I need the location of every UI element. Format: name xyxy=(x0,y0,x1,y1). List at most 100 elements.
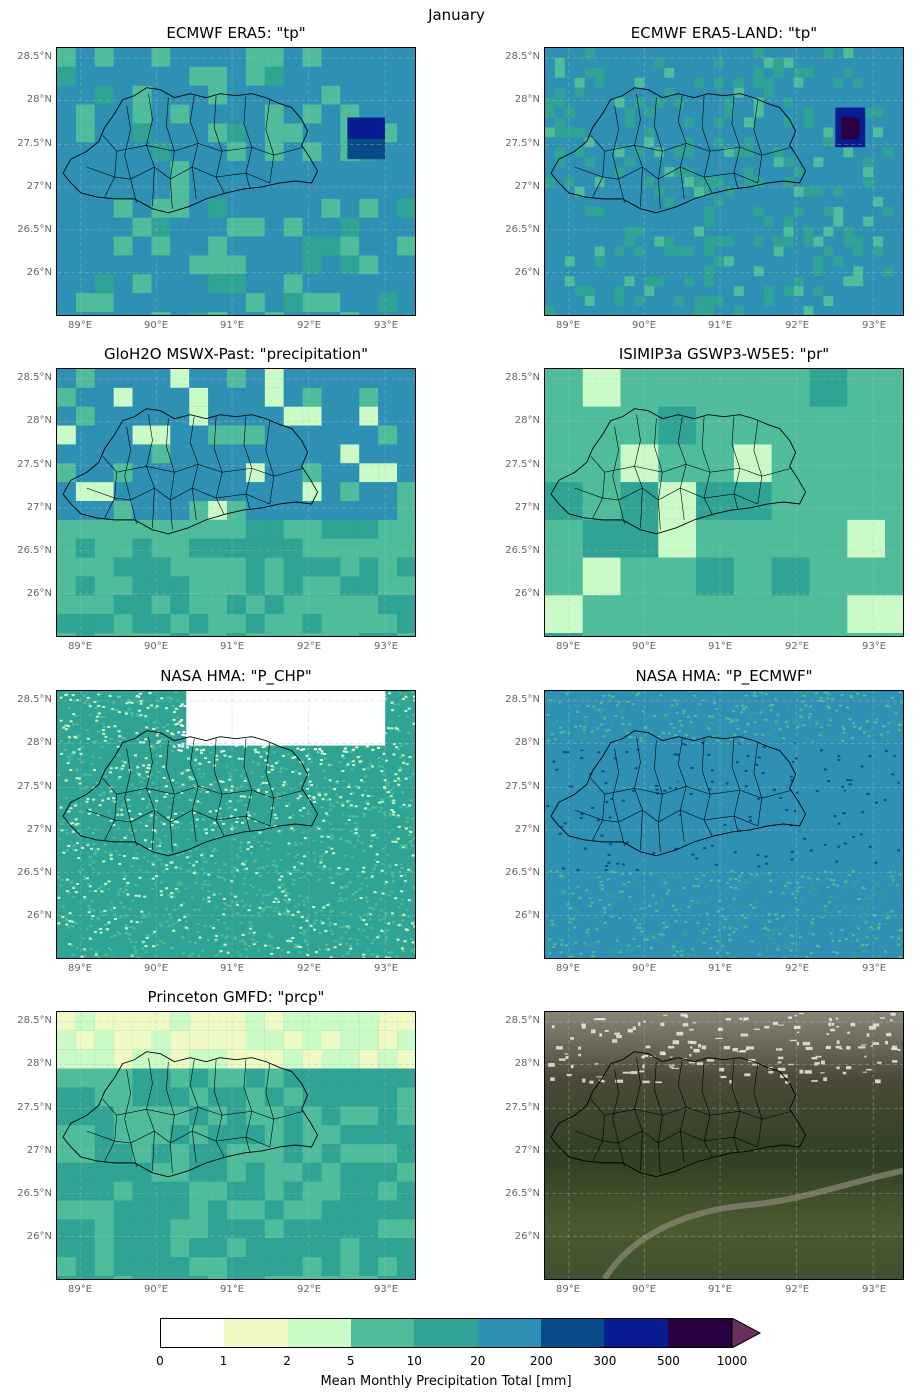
colorbar-tick-label: 5 xyxy=(346,1354,355,1368)
lon-tick-label: 91°E xyxy=(220,320,245,331)
precip-map xyxy=(545,369,903,636)
colorbar-segment xyxy=(287,1319,351,1347)
lon-tick-label: 91°E xyxy=(220,641,245,652)
country-outline xyxy=(62,408,319,535)
lon-tick-label: 93°E xyxy=(862,1284,887,1295)
map-panel xyxy=(56,690,416,959)
lat-tick-label: 28.5°N xyxy=(17,694,52,705)
precip-map xyxy=(545,1012,903,1279)
lat-tick-label: 26°N xyxy=(26,1231,52,1242)
lat-tick-label: 26.5°N xyxy=(17,545,52,556)
precip-map xyxy=(57,691,415,958)
lon-tick-label: 92°E xyxy=(297,963,322,974)
district-boundary xyxy=(116,1106,304,1120)
precip-map xyxy=(545,691,903,958)
lon-tick-label: 91°E xyxy=(708,641,733,652)
panel-title: ECMWF ERA5: "tp" xyxy=(166,24,306,42)
lat-tick-label: 28.5°N xyxy=(505,372,540,383)
lon-tick-label: 89°E xyxy=(68,641,93,652)
map-panel xyxy=(56,368,416,637)
lat-tick-label: 27°N xyxy=(26,1145,52,1156)
lat-tick-label: 27°N xyxy=(514,502,540,513)
panel-title: GloH2O MSWX-Past: "precipitation" xyxy=(104,345,368,363)
lon-tick-label: 91°E xyxy=(708,320,733,331)
lat-tick-label: 28.5°N xyxy=(17,1015,52,1026)
lon-tick-label: 93°E xyxy=(862,320,887,331)
district-boundary xyxy=(574,1130,758,1148)
colorbar-tick-label: 1 xyxy=(219,1354,228,1368)
lon-tick-label: 89°E xyxy=(556,963,581,974)
lon-tick-label: 92°E xyxy=(785,320,810,331)
district-boundary xyxy=(574,809,758,827)
lat-tick-label: 27°N xyxy=(514,1145,540,1156)
lat-tick-label: 26.5°N xyxy=(17,867,52,878)
colorbar-segment xyxy=(604,1319,668,1347)
district-boundary xyxy=(124,1069,137,1167)
lat-tick-label: 27.5°N xyxy=(17,138,52,149)
colorbar-tick-label: 300 xyxy=(593,1354,617,1368)
precip-map xyxy=(545,48,903,315)
district-boundary xyxy=(86,1130,270,1148)
precip-map xyxy=(57,48,415,315)
precip-map xyxy=(57,369,415,636)
lat-tick-label: 26°N xyxy=(26,910,52,921)
district-boundary xyxy=(86,487,270,505)
district-boundary xyxy=(753,1063,763,1148)
lon-tick-label: 93°E xyxy=(862,963,887,974)
lat-tick-label: 26.5°N xyxy=(505,1188,540,1199)
lat-tick-label: 27.5°N xyxy=(17,1102,52,1113)
district-boundary xyxy=(116,142,304,156)
district-boundary xyxy=(124,105,137,203)
lon-tick-label: 90°E xyxy=(632,1284,657,1295)
lon-tick-label: 89°E xyxy=(556,1284,581,1295)
lat-tick-label: 28°N xyxy=(514,94,540,105)
country-outline xyxy=(550,87,807,214)
map-panel xyxy=(544,368,904,637)
lat-tick-label: 28°N xyxy=(514,415,540,426)
colorbar-tick-label: 200 xyxy=(529,1354,553,1368)
figure-title: January xyxy=(428,6,485,24)
colorbar-tick-label: 20 xyxy=(470,1354,486,1368)
lat-tick-label: 28.5°N xyxy=(505,1015,540,1026)
panel-title: Princeton GMFD: "prcp" xyxy=(147,988,325,1006)
district-boundary xyxy=(604,1106,792,1120)
district-boundary xyxy=(612,105,625,203)
colorbar-tick-label: 0 xyxy=(156,1354,164,1368)
lon-tick-label: 91°E xyxy=(708,963,733,974)
district-boundary xyxy=(116,463,304,477)
district-boundary xyxy=(86,166,270,184)
lon-tick-label: 91°E xyxy=(220,963,245,974)
lon-tick-label: 90°E xyxy=(632,641,657,652)
lat-tick-label: 28.5°N xyxy=(17,372,52,383)
district-boundary xyxy=(102,778,117,841)
lat-tick-label: 28.5°N xyxy=(505,51,540,62)
lat-tick-label: 28.5°N xyxy=(17,51,52,62)
map-panel xyxy=(56,1011,416,1280)
panel-title: NASA HMA: "P_ECMWF" xyxy=(635,667,813,685)
precip-map xyxy=(57,1012,415,1279)
country-outline xyxy=(550,1051,807,1178)
lon-tick-label: 93°E xyxy=(374,320,399,331)
district-boundary xyxy=(612,748,625,846)
lon-tick-label: 93°E xyxy=(374,963,399,974)
colorbar-segment xyxy=(350,1319,415,1347)
lon-tick-label: 93°E xyxy=(374,641,399,652)
district-boundary xyxy=(604,463,792,477)
colorbar-tick-label: 500 xyxy=(656,1354,680,1368)
lat-tick-label: 28°N xyxy=(26,94,52,105)
lon-tick-label: 93°E xyxy=(374,1284,399,1295)
colorbar-tick-label: 10 xyxy=(406,1354,422,1368)
lat-tick-label: 28°N xyxy=(514,737,540,748)
district-boundary xyxy=(604,142,792,156)
lat-tick-label: 27°N xyxy=(26,181,52,192)
district-boundary xyxy=(265,99,275,184)
lat-tick-label: 26.5°N xyxy=(505,867,540,878)
lon-tick-label: 90°E xyxy=(144,1284,169,1295)
lon-tick-label: 89°E xyxy=(68,963,93,974)
district-boundary xyxy=(574,487,758,505)
lon-tick-label: 90°E xyxy=(632,963,657,974)
panel-title: ISIMIP3a GSWP3-W5E5: "pr" xyxy=(618,345,830,363)
district-boundary xyxy=(753,420,763,505)
map-panel xyxy=(544,47,904,316)
lat-tick-label: 26.5°N xyxy=(505,545,540,556)
